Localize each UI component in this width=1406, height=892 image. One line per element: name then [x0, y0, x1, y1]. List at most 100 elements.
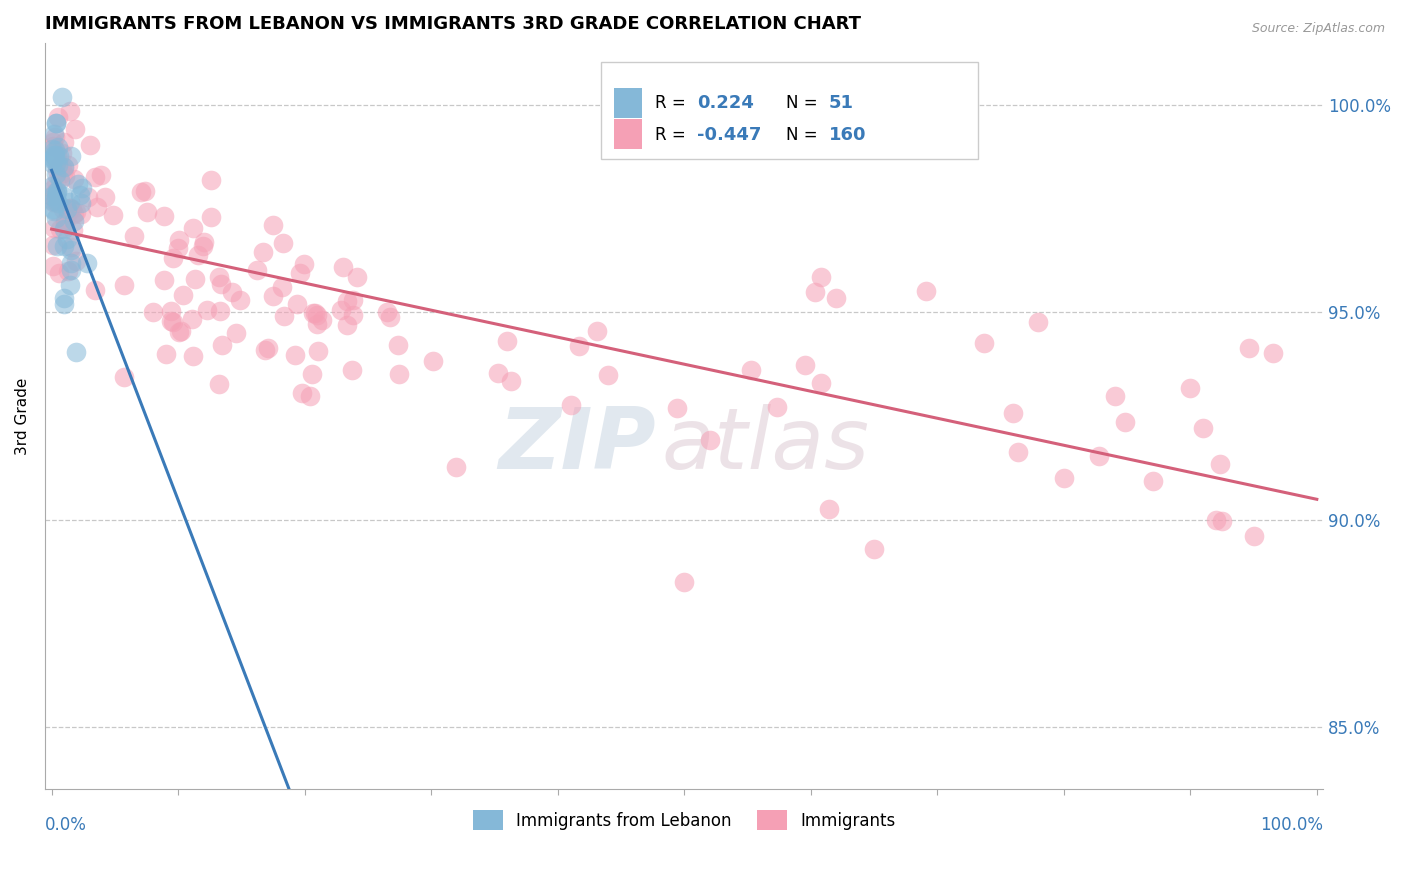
- Point: [388, 368, 411, 382]
- Point: [329, 303, 352, 318]
- Point: [62, 206, 84, 220]
- Point: [58, 158, 80, 172]
- Point: [1243, 529, 1265, 543]
- Point: [229, 293, 252, 307]
- Point: [52, 292, 75, 306]
- Point: [499, 374, 522, 388]
- Point: [42, 151, 65, 165]
- Point: [560, 398, 582, 412]
- Point: [66, 178, 89, 192]
- Point: [863, 541, 886, 556]
- Point: [41, 179, 63, 194]
- Point: [301, 367, 323, 381]
- Point: [44, 127, 66, 141]
- Point: [299, 389, 322, 403]
- Point: [52, 202, 75, 216]
- Point: [42, 202, 65, 217]
- Point: [53, 169, 76, 183]
- Point: [45, 187, 67, 202]
- Point: [172, 287, 194, 301]
- Point: [342, 293, 364, 307]
- Point: [44, 185, 66, 199]
- Point: [42, 181, 65, 195]
- Point: [42, 237, 65, 252]
- Point: [136, 205, 159, 219]
- Point: [44, 211, 66, 226]
- Point: [122, 229, 145, 244]
- Point: [42, 147, 65, 161]
- FancyBboxPatch shape: [602, 62, 979, 159]
- Text: 51: 51: [828, 94, 853, 112]
- Point: [53, 238, 76, 252]
- Point: [60, 240, 83, 254]
- Point: [45, 175, 67, 189]
- Point: [1142, 474, 1164, 488]
- Point: [153, 209, 176, 223]
- Point: [1001, 406, 1024, 420]
- Point: [208, 377, 231, 392]
- Point: [191, 238, 214, 252]
- Point: [44, 143, 66, 157]
- Point: [65, 204, 87, 219]
- Point: [181, 349, 204, 363]
- Point: [59, 201, 82, 215]
- Point: [284, 348, 307, 362]
- Point: [46, 195, 69, 210]
- Point: [90, 168, 112, 182]
- Point: [1205, 513, 1227, 527]
- Point: [169, 324, 191, 338]
- Point: [70, 206, 93, 220]
- Point: [290, 266, 312, 280]
- Point: [53, 160, 76, 174]
- Point: [567, 339, 589, 353]
- Point: [62, 223, 84, 237]
- Point: [1088, 449, 1111, 463]
- Point: [914, 285, 936, 299]
- Point: [59, 278, 82, 293]
- Point: [60, 149, 83, 163]
- Point: [193, 235, 215, 249]
- Text: N =: N =: [786, 94, 824, 112]
- Point: [56, 205, 79, 219]
- Point: [45, 167, 67, 181]
- Point: [585, 324, 607, 338]
- Point: [305, 308, 328, 322]
- Point: [1104, 390, 1126, 404]
- Point: [52, 222, 75, 236]
- Point: [142, 305, 165, 319]
- Point: [59, 201, 82, 215]
- Point: [153, 273, 176, 287]
- Point: [292, 257, 315, 271]
- Point: [70, 181, 93, 195]
- Point: [44, 148, 66, 162]
- Point: [155, 347, 177, 361]
- Point: [58, 103, 80, 118]
- Point: [973, 335, 995, 350]
- Point: [1114, 415, 1136, 429]
- Point: [56, 232, 79, 246]
- Point: [53, 160, 76, 174]
- Point: [342, 308, 364, 322]
- Point: [51, 161, 73, 175]
- Point: [70, 196, 93, 211]
- Point: [817, 502, 839, 516]
- Point: [46, 110, 69, 124]
- Point: [46, 148, 69, 162]
- Point: [246, 263, 269, 277]
- Point: [84, 170, 107, 185]
- Point: [307, 344, 329, 359]
- Point: [169, 233, 191, 247]
- Point: [496, 334, 519, 348]
- Point: [41, 152, 63, 166]
- Point: [45, 116, 67, 130]
- Point: [45, 193, 67, 207]
- Point: [41, 156, 63, 170]
- Point: [262, 218, 284, 232]
- Text: 0.224: 0.224: [697, 94, 754, 112]
- Point: [766, 401, 789, 415]
- Point: [63, 214, 86, 228]
- Point: [49, 221, 72, 235]
- Point: [273, 309, 295, 323]
- Text: Source: ZipAtlas.com: Source: ZipAtlas.com: [1251, 22, 1385, 36]
- Point: [378, 310, 401, 324]
